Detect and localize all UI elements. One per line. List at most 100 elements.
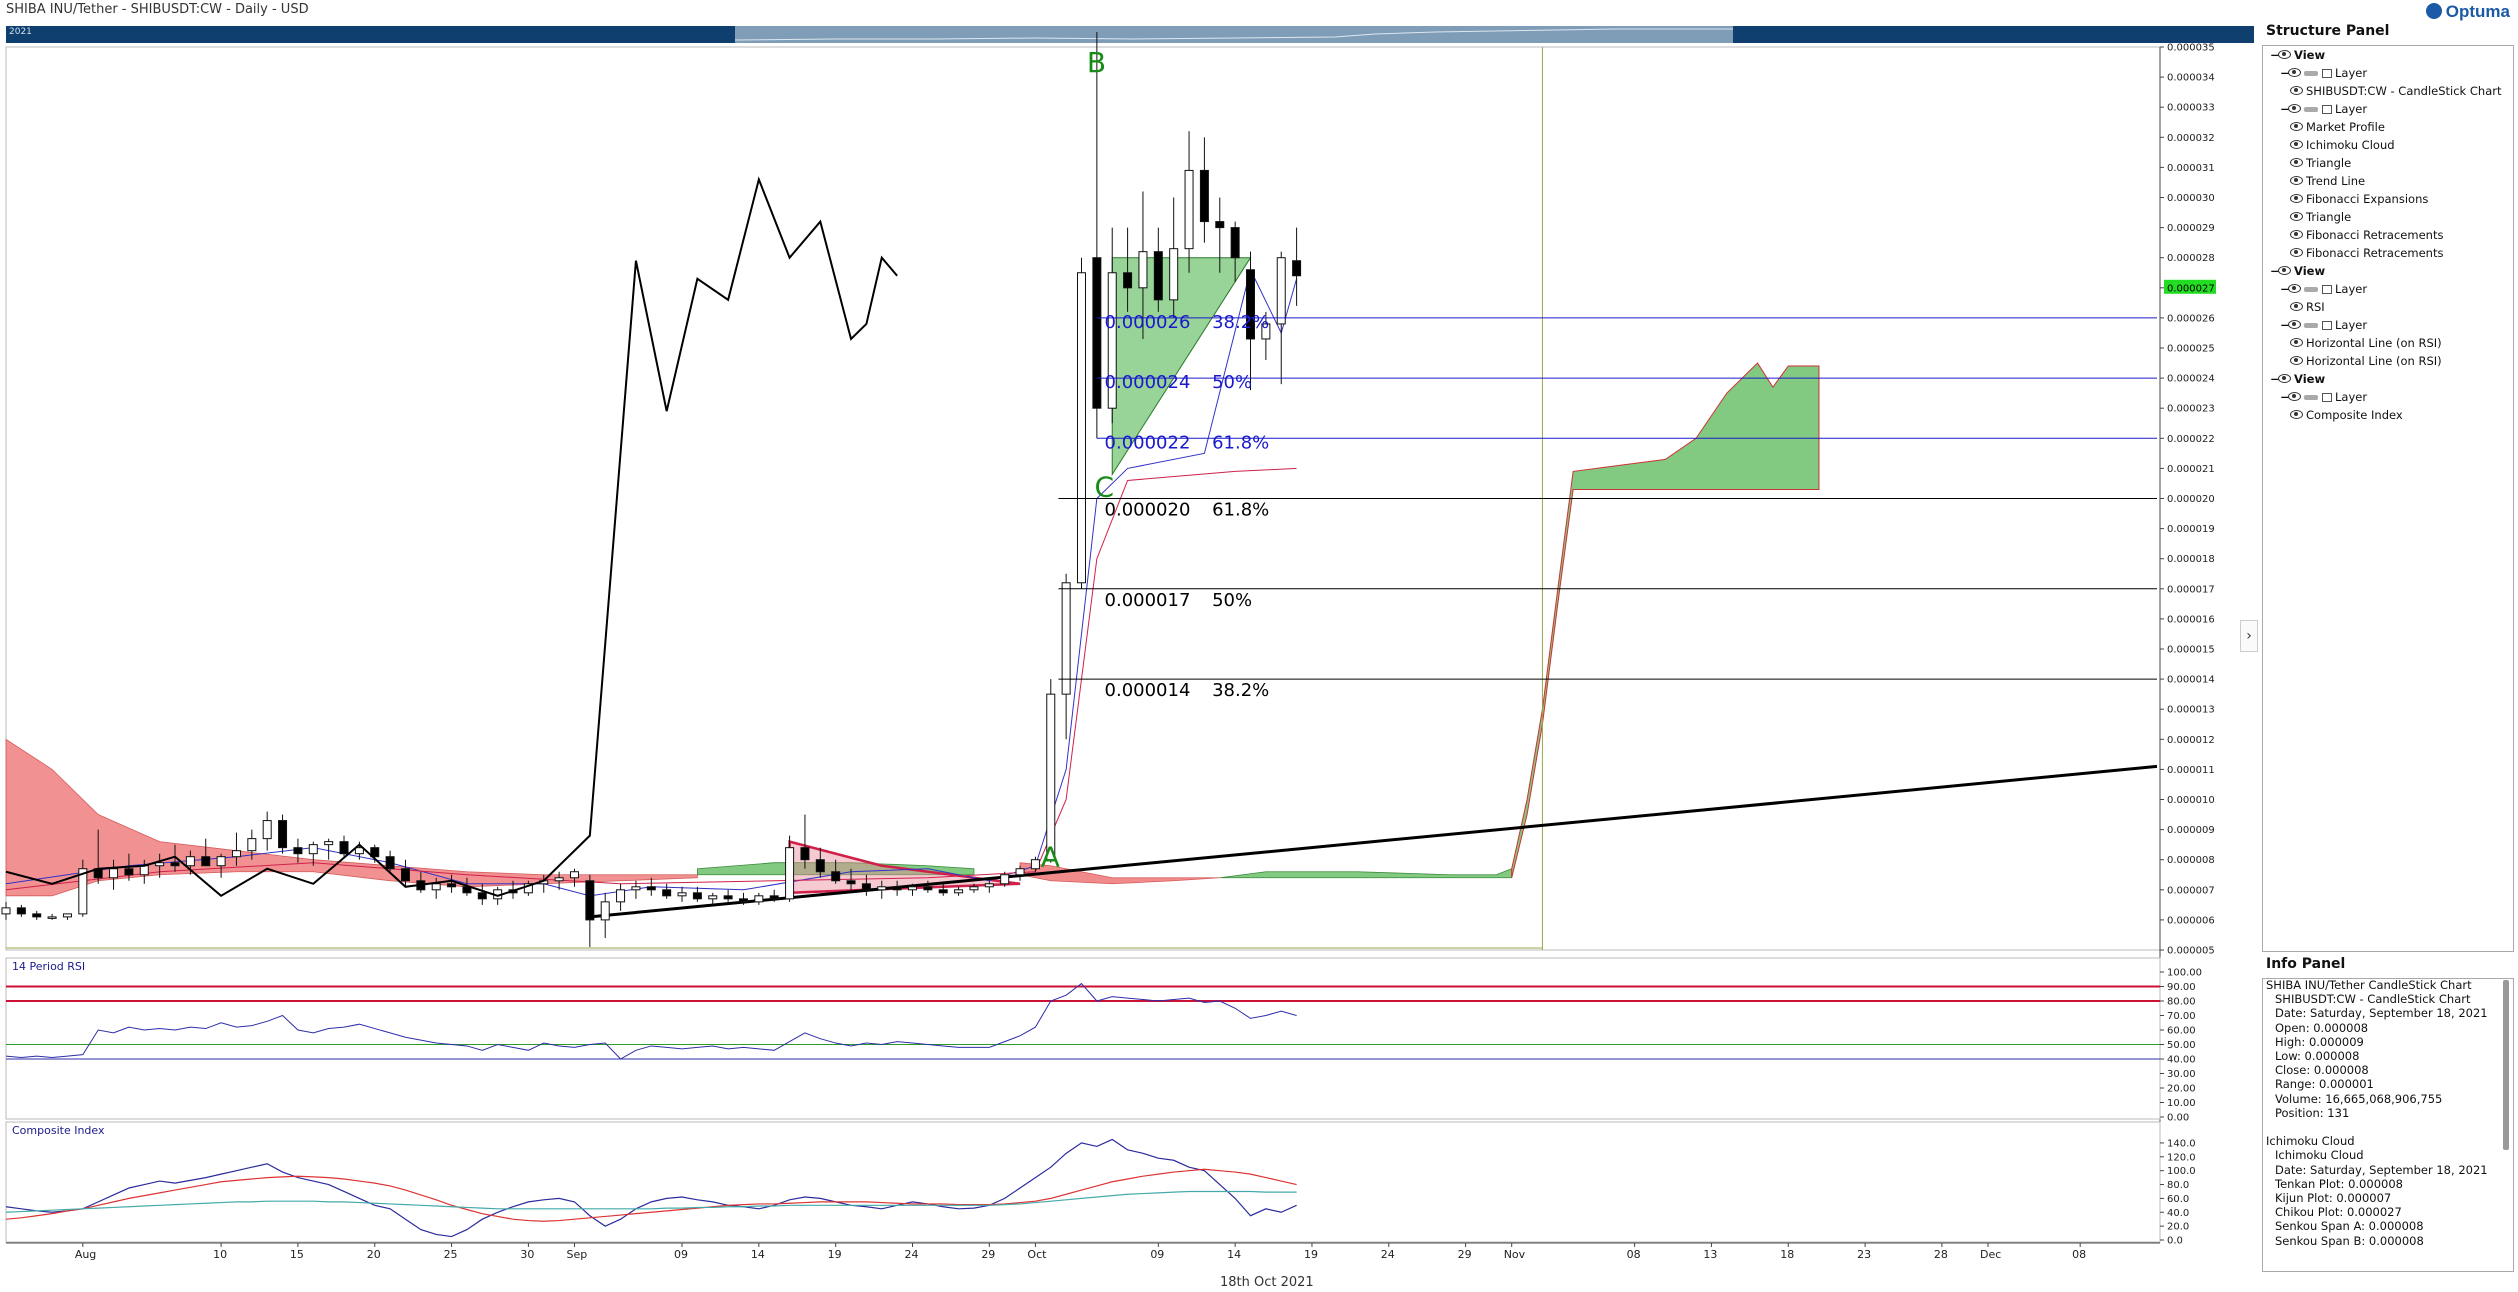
structure-row-item[interactable]: Composite Index: [2290, 408, 2403, 422]
visibility-eye-icon[interactable]: [2290, 302, 2303, 311]
layer-style-icon[interactable]: [2304, 395, 2318, 400]
structure-row-label: Layer: [2335, 390, 2368, 404]
visibility-eye-icon[interactable]: [2288, 320, 2301, 329]
visibility-eye-icon[interactable]: [2290, 230, 2303, 239]
candle-up: [216, 856, 226, 867]
candle-down: [32, 913, 42, 918]
structure-row-item[interactable]: Triangle: [2290, 156, 2351, 170]
structure-row-view[interactable]: − View: [2270, 48, 2325, 62]
lock-icon[interactable]: [2322, 69, 2332, 78]
price-tick-label: 0.000031: [2167, 163, 2215, 174]
optuma-logo-icon: [2425, 3, 2442, 19]
structure-row-layer[interactable]: − Layer: [2280, 390, 2367, 404]
date-tick-label: 14: [1227, 1248, 1241, 1261]
layer-style-icon[interactable]: [2304, 71, 2318, 76]
price-tick-label: 0.000021: [2167, 464, 2215, 475]
ci-tick-label: 100.0: [2167, 1166, 2196, 1177]
price-tick-label: 0.000026: [2167, 313, 2215, 324]
visibility-eye-icon[interactable]: [2290, 248, 2303, 257]
structure-row-item[interactable]: Triangle: [2290, 210, 2351, 224]
structure-row-item[interactable]: Fibonacci Retracements: [2290, 228, 2443, 242]
lock-icon[interactable]: [2322, 321, 2332, 330]
structure-row-item[interactable]: Trend Line: [2290, 174, 2365, 188]
info-row: SHIBUSDT:CW - CandleStick Chart: [2275, 992, 2471, 1007]
info-row: Low: 0.000008: [2275, 1049, 2360, 1063]
structure-row-item[interactable]: Market Profile: [2290, 120, 2385, 134]
visibility-eye-icon[interactable]: [2290, 140, 2303, 149]
visibility-eye-icon[interactable]: [2290, 194, 2303, 203]
structure-row-view[interactable]: − View: [2270, 372, 2325, 386]
visibility-eye-icon[interactable]: [2278, 50, 2291, 59]
price-tick-label: 0.000023: [2167, 404, 2215, 415]
layer-style-icon[interactable]: [2304, 107, 2318, 112]
collapse-toggle-icon[interactable]: −: [2280, 318, 2290, 332]
structure-row-layer[interactable]: − Layer: [2280, 282, 2367, 296]
fib-retracement-pct: 38.2%: [1212, 312, 1269, 333]
structure-row-item[interactable]: RSI: [2290, 300, 2325, 314]
structure-row-layer[interactable]: − Layer: [2280, 66, 2367, 80]
structure-row-item[interactable]: Ichimoku Cloud: [2290, 138, 2395, 152]
last-price-label: 0.000027: [2167, 283, 2215, 294]
visibility-eye-icon[interactable]: [2290, 356, 2303, 365]
structure-row-item[interactable]: SHIBUSDT:CW - CandleStick Chart: [2290, 84, 2501, 98]
date-tick-label: 09: [674, 1248, 688, 1261]
visibility-eye-icon[interactable]: [2278, 374, 2291, 383]
structure-row-item[interactable]: Fibonacci Expansions: [2290, 192, 2428, 206]
collapse-toggle-icon[interactable]: −: [2280, 390, 2290, 404]
date-tick-label: Oct: [1027, 1248, 1047, 1261]
collapse-toggle-icon[interactable]: −: [2270, 372, 2280, 386]
ci-tick-label: 0.0: [2167, 1236, 2183, 1247]
layer-style-icon[interactable]: [2304, 287, 2318, 292]
candle-down: [278, 820, 288, 849]
collapse-toggle-icon[interactable]: −: [2280, 282, 2290, 296]
collapse-toggle-icon[interactable]: −: [2270, 264, 2280, 278]
date-tick-label: 30: [520, 1248, 534, 1261]
structure-row-layer[interactable]: − Layer: [2280, 318, 2367, 332]
visibility-eye-icon[interactable]: [2288, 392, 2301, 401]
lock-icon[interactable]: [2322, 285, 2332, 294]
collapse-panel-button[interactable]: ›: [2240, 620, 2258, 652]
visibility-eye-icon[interactable]: [2290, 212, 2303, 221]
date-tick-label: 18: [1780, 1248, 1794, 1261]
structure-row-label: Horizontal Line (on RSI): [2306, 354, 2442, 368]
visibility-eye-icon[interactable]: [2288, 284, 2301, 293]
composite-index-plot: Composite Index 140.0 120.0 100.0 80.0 60.0 40…: [5, 1121, 2196, 1247]
visibility-eye-icon[interactable]: [2288, 68, 2301, 77]
collapse-toggle-icon[interactable]: −: [2280, 102, 2290, 116]
info-row: Ichimoku Cloud: [2275, 1148, 2364, 1163]
lock-icon[interactable]: [2322, 105, 2332, 114]
structure-row-layer[interactable]: − Layer: [2280, 102, 2367, 116]
lock-icon[interactable]: [2322, 393, 2332, 402]
candle-down: [293, 847, 303, 855]
info-scrollbar[interactable]: [2503, 980, 2509, 1150]
structure-row-item[interactable]: Horizontal Line (on RSI): [2290, 336, 2442, 350]
candle-down: [1246, 269, 1256, 340]
collapse-toggle-icon[interactable]: −: [2280, 66, 2290, 80]
visibility-eye-icon[interactable]: [2290, 122, 2303, 131]
candle-up: [984, 883, 994, 888]
info-row: Senkou Span A: 0.000008: [2275, 1219, 2424, 1234]
structure-row-item[interactable]: Horizontal Line (on RSI): [2290, 354, 2442, 368]
visibility-eye-icon[interactable]: [2290, 176, 2303, 185]
candle-up: [677, 892, 687, 897]
chart-canvas[interactable]: 0.000005 0.000006 0.000007 0.000008 0.000009…: [0, 0, 2258, 1292]
info-panel-title: Info Panel: [2266, 956, 2346, 972]
visibility-eye-icon[interactable]: [2290, 158, 2303, 167]
date-tick-label: 08: [1627, 1248, 1641, 1261]
tenkan-line: [5, 268, 1298, 897]
visibility-eye-icon[interactable]: [2278, 266, 2291, 275]
collapse-toggle-icon[interactable]: −: [2270, 48, 2280, 62]
visibility-eye-icon[interactable]: [2290, 86, 2303, 95]
visibility-eye-icon[interactable]: [2290, 338, 2303, 347]
candle-down: [400, 868, 410, 882]
price-tick-label: 0.000014: [2167, 675, 2215, 686]
rsi-plot: 14 Period RSI 100.00 90.00 80.00 70.00 60.00 5…: [5, 957, 2202, 1124]
visibility-eye-icon[interactable]: [2290, 410, 2303, 419]
layer-style-icon[interactable]: [2304, 323, 2318, 328]
visibility-eye-icon[interactable]: [2288, 104, 2301, 113]
candle-up: [554, 877, 564, 882]
structure-row-view[interactable]: − View: [2270, 264, 2325, 278]
structure-row-label: Fibonacci Expansions: [2306, 192, 2429, 206]
structure-row-item[interactable]: Fibonacci Retracements: [2290, 246, 2443, 260]
price-tick-label: 0.000029: [2167, 223, 2215, 234]
